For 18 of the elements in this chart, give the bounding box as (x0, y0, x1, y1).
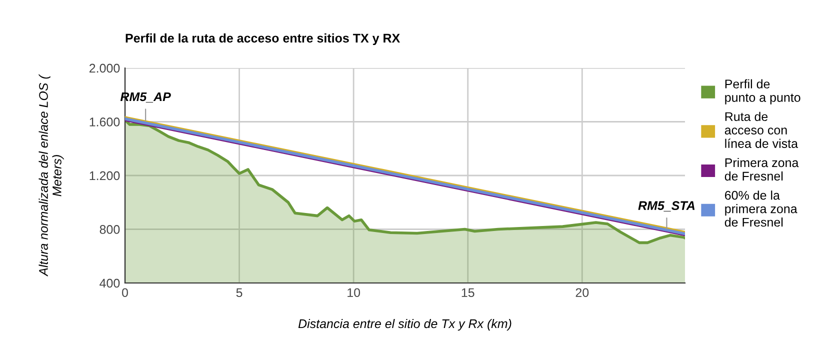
x-axis-title: Distancia entre el sitio de Tx y Rx (km) (298, 318, 512, 331)
y-tick-label: 2.000 (89, 64, 120, 73)
legend-label: Primera zona de Fresnel (724, 158, 799, 181)
x-tick-label: 20 (576, 288, 589, 298)
y-tick-label: 1.600 (90, 118, 120, 126)
legend-label: Perfil de punto a punto (725, 79, 800, 104)
x-tick-label: 10 (348, 288, 360, 298)
y-tick-label: 800 (100, 225, 120, 234)
x-tick-label: 0 (122, 288, 128, 298)
y-tick-label: 400 (100, 278, 120, 288)
legend-label: 60% de la primera zona de Fresnel (724, 190, 798, 227)
x-tick-label: 5 (236, 288, 242, 298)
chart-title: Perfil de la ruta de acceso entre sitios TX y RX (126, 33, 400, 46)
annotation: RM5_STA (638, 201, 695, 212)
x-tick-label: 15 (462, 288, 474, 298)
y-tick-label: 1.200 (90, 171, 120, 180)
y-axis-title: Altura normalizada del enlace LOS ( Meters) (38, 74, 64, 277)
legend-label: Ruta de acceso con línea de vista (724, 112, 798, 148)
